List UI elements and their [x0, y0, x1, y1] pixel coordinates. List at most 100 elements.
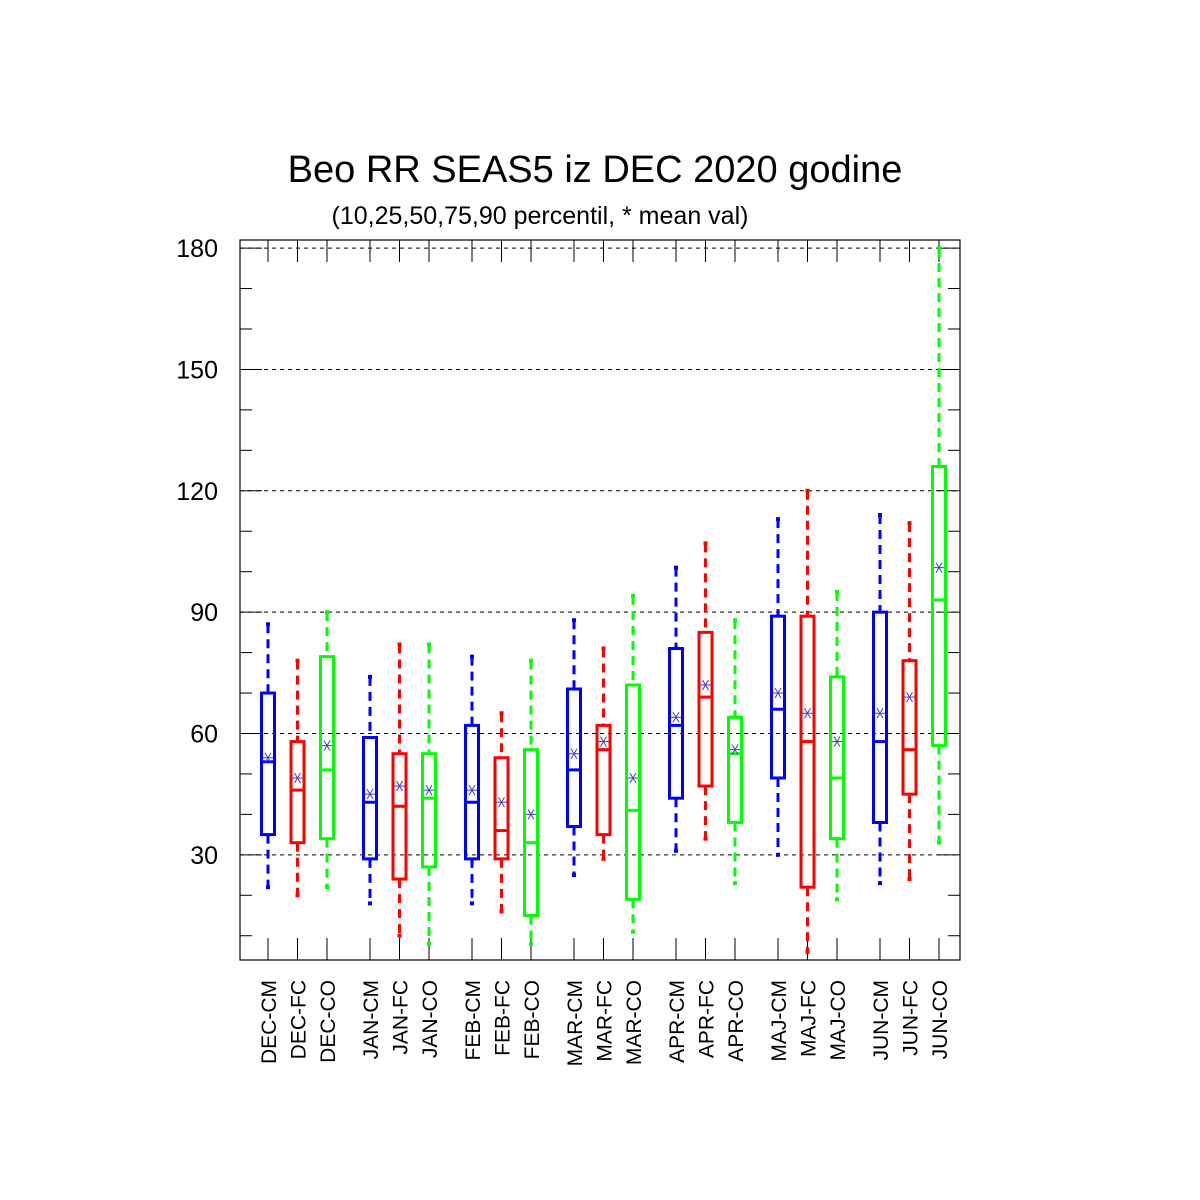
box-iqr [872, 610, 888, 824]
box-iqr [901, 659, 918, 796]
mean-stroke [731, 744, 739, 755]
plot-frame [239, 239, 961, 961]
x-tick-label: DEC-CM [258, 980, 281, 1064]
box-feb-co [523, 658, 539, 946]
mean-marker [773, 687, 783, 699]
mean-stroke [570, 748, 578, 759]
mean-stroke [396, 780, 403, 792]
x-tick-label: MAJ-FC [798, 980, 821, 1057]
box-maj-fc [799, 488, 816, 954]
box-iqr [289, 740, 306, 845]
mean-stroke [294, 772, 301, 784]
x-tick-label: JAN-CO [419, 980, 442, 1058]
y-axis: 30 60 90 120 150 180 [176, 235, 960, 937]
box-iqr [799, 614, 816, 889]
box-maj-cm [770, 517, 786, 857]
x-tick-label: APR-FC [696, 980, 719, 1058]
x-tick-label: FEB-FC [492, 980, 515, 1056]
box-iqr [421, 752, 437, 869]
mean-marker [904, 691, 915, 703]
box-jun-cm [872, 513, 888, 886]
x-tick-label: JAN-FC [390, 980, 413, 1055]
mean-marker [569, 748, 579, 759]
mean-stroke [906, 691, 913, 703]
mean-stroke [264, 752, 272, 764]
mean-marker [424, 784, 434, 796]
box-iqr [668, 647, 684, 800]
box-iqr [464, 723, 480, 861]
x-tick-label: JUN-FC [900, 980, 923, 1056]
box-feb-cm [464, 654, 480, 906]
mean-marker [671, 712, 681, 723]
box-feb-fc [493, 711, 510, 914]
x-tick-label: MAR-CO [623, 980, 646, 1065]
box-iqr [697, 630, 714, 788]
x-tick-label: DEC-CO [317, 980, 340, 1063]
mean-marker [496, 796, 507, 808]
y-tick-label: 30 [190, 842, 218, 870]
mean-stroke [804, 708, 811, 719]
mean-stroke [366, 788, 374, 800]
mean-stroke [498, 796, 505, 808]
mean-stroke [323, 740, 331, 751]
box-jan-cm [362, 674, 378, 906]
x-tick-label: MAR-CM [564, 980, 587, 1066]
y-tick-label: 180 [176, 235, 218, 263]
box-mar-fc [595, 646, 612, 861]
box-mar-co [625, 593, 641, 934]
grid-lines [240, 247, 960, 856]
x-tick-label: JAN-CM [360, 980, 383, 1059]
box-iqr [260, 691, 276, 837]
mean-marker [700, 679, 711, 691]
y-tick-label: 150 [176, 356, 218, 384]
box-apr-co [727, 618, 743, 886]
mean-stroke [702, 679, 709, 691]
box-iqr [566, 687, 582, 829]
box-jan-fc [391, 642, 408, 938]
box-apr-cm [668, 565, 684, 853]
mean-marker [628, 772, 638, 784]
mean-marker [730, 744, 740, 755]
box-apr-fc [697, 541, 714, 841]
x-tick-label: FEB-CO [521, 980, 544, 1059]
mean-marker [526, 809, 536, 820]
mean-stroke [935, 562, 943, 573]
box-iqr [595, 723, 612, 837]
chart-subtitle: (10,25,50,75,90 percentil, * mean val) [332, 202, 749, 230]
x-tick-label: DEC-FC [288, 980, 311, 1059]
mean-marker [365, 788, 375, 800]
x-axis: DEC-CM DEC-FC DEC-CO JAN-CM JAN-FC JAN-CO FEB-… [258, 240, 952, 1066]
box-jun-co [931, 246, 947, 845]
x-tick-label: JUN-CO [929, 980, 952, 1059]
box-iqr [829, 675, 845, 841]
mean-stroke [876, 708, 884, 719]
x-tick-label: FEB-CM [462, 980, 485, 1061]
mean-marker [802, 708, 813, 719]
box-iqr [319, 655, 335, 841]
box-iqr [770, 614, 786, 780]
box-series [260, 246, 947, 954]
box-dec-fc [289, 658, 306, 898]
box-iqr [625, 683, 641, 901]
mean-marker [394, 780, 405, 792]
box-jun-fc [901, 521, 918, 882]
mean-stroke [600, 736, 607, 747]
x-tick-label: MAR-FC [594, 980, 617, 1062]
box-maj-co [829, 589, 845, 902]
mean-marker [832, 736, 842, 747]
x-tick-label: JUN-CM [870, 980, 893, 1060]
box-iqr [493, 756, 510, 861]
box-iqr [362, 736, 378, 861]
mean-marker [934, 562, 944, 573]
mean-marker [263, 752, 273, 764]
mean-stroke [425, 784, 433, 796]
mean-marker [322, 740, 332, 751]
x-tick-label: MAJ-CO [827, 980, 850, 1061]
box-iqr [727, 715, 743, 824]
mean-stroke [527, 809, 535, 820]
mean-marker [292, 772, 303, 784]
box-jan-co [421, 642, 437, 946]
mean-marker [598, 736, 609, 747]
mean-marker [875, 708, 885, 719]
